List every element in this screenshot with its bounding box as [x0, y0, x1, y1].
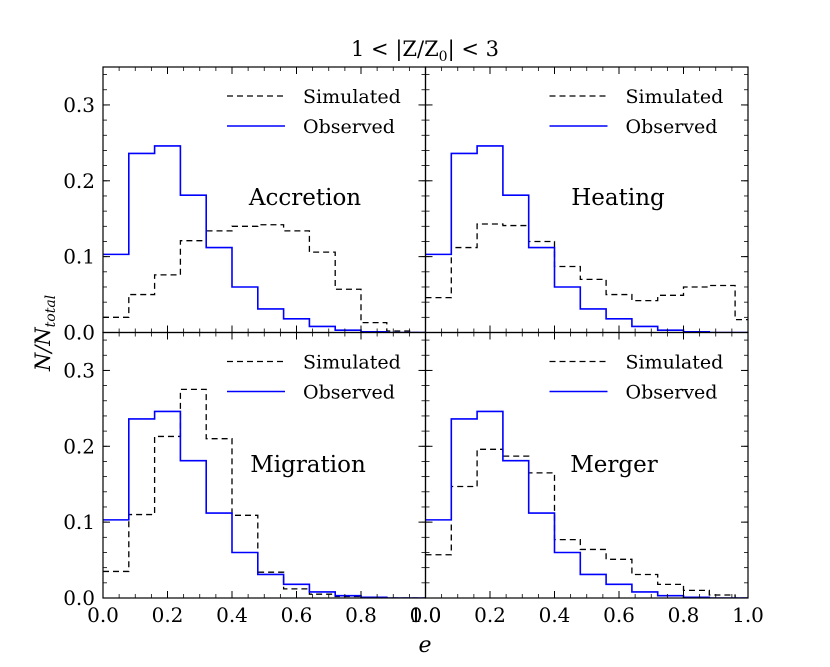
- series-observed-merger: [425, 410, 748, 598]
- x-tick-label: 0.0: [87, 603, 119, 627]
- y-axis-label: N/Ntotal: [31, 295, 59, 372]
- x-tick-label: 0.8: [345, 603, 377, 627]
- series-group: [425, 145, 748, 333]
- panel-frame: [424, 331, 749, 599]
- series-observed-heating: [425, 145, 748, 333]
- x-axis-label: e: [418, 633, 431, 658]
- y-tick-label: 0.3: [63, 93, 95, 117]
- legend: Simulated Observed: [549, 352, 724, 404]
- x-tick-label: 0.6: [603, 603, 635, 627]
- panel-accretion: 0.0 0.1 0.2 0.3 Simulated Observed Accretion: [63, 66, 427, 345]
- series-group: [103, 388, 426, 598]
- series-simulated-accretion: [103, 224, 426, 333]
- figure-title-sub: 0: [439, 49, 448, 65]
- legend-label-simulated: Simulated: [626, 352, 724, 374]
- panel-label-heating: Heating: [571, 185, 665, 211]
- legend: Simulated Observed: [227, 86, 401, 138]
- series-group: [103, 145, 426, 333]
- y-axis-label-main: N/N: [31, 327, 55, 372]
- figure-title-main: 1 < |Z/Z: [351, 37, 439, 62]
- x-tick-label: 0.4: [539, 603, 571, 627]
- legend-label-observed: Observed: [303, 382, 395, 404]
- panel-migration: 0.0 0.1 0.2 0.3 0.0 0.2 0.4 0.6 0.8 1.0 Simulated O…: [63, 331, 442, 627]
- series-simulated-migration: [103, 388, 426, 598]
- series-simulated-heating: [425, 223, 748, 321]
- figure-title-tail: | < 3: [448, 37, 499, 62]
- x-tick-label: 0.8: [668, 603, 700, 627]
- y-tick-label: 0.1: [63, 245, 95, 269]
- series-simulated-merger: [425, 448, 748, 598]
- panel-label-merger: Merger: [570, 452, 658, 478]
- x-tick-label: 1.0: [732, 603, 764, 627]
- y-tick-label: 0.2: [63, 169, 95, 193]
- x-tick-label: 0.2: [152, 603, 184, 627]
- y-tick-label: 0.1: [63, 510, 95, 534]
- x-tick-label: 0.2: [474, 603, 506, 627]
- y-tick-label: 0.3: [63, 358, 95, 382]
- panel-heating: Simulated Observed Heating: [424, 66, 749, 334]
- legend-label-simulated: Simulated: [303, 352, 401, 374]
- legend-label-simulated: Simulated: [626, 86, 724, 108]
- panels-layer: 0.0 0.1 0.2 0.3 Simulated Observed Accretion Si…: [63, 66, 764, 627]
- series-observed-migration: [103, 410, 426, 598]
- legend: Simulated Observed: [549, 86, 724, 138]
- x-tick-label: 0.4: [216, 603, 248, 627]
- x-tick-label: 0.0: [410, 603, 442, 627]
- legend-label-observed: Observed: [626, 116, 718, 138]
- y-tick-label: 0.2: [63, 434, 95, 458]
- y-tick-label: 0.0: [63, 586, 95, 610]
- panel-label-migration: Migration: [250, 452, 366, 478]
- series-group: [425, 410, 748, 598]
- legend: Simulated Observed: [227, 352, 401, 404]
- figure-title: 1 < |Z/Z0| < 3: [351, 37, 499, 65]
- y-tick-label: 0.0: [63, 321, 95, 345]
- legend-label-observed: Observed: [303, 116, 395, 138]
- legend-label-observed: Observed: [626, 382, 718, 404]
- series-observed-accretion: [103, 145, 426, 333]
- legend-label-simulated: Simulated: [303, 86, 401, 108]
- y-axis-label-sub: total: [43, 295, 59, 328]
- panel-label-accretion: Accretion: [248, 185, 361, 211]
- panel-merger: 0.0 0.2 0.4 0.6 0.8 1.0 Simulated Observed Merge…: [410, 331, 764, 627]
- x-tick-label: 0.6: [281, 603, 313, 627]
- x-tick-label: 1.0: [410, 603, 442, 627]
